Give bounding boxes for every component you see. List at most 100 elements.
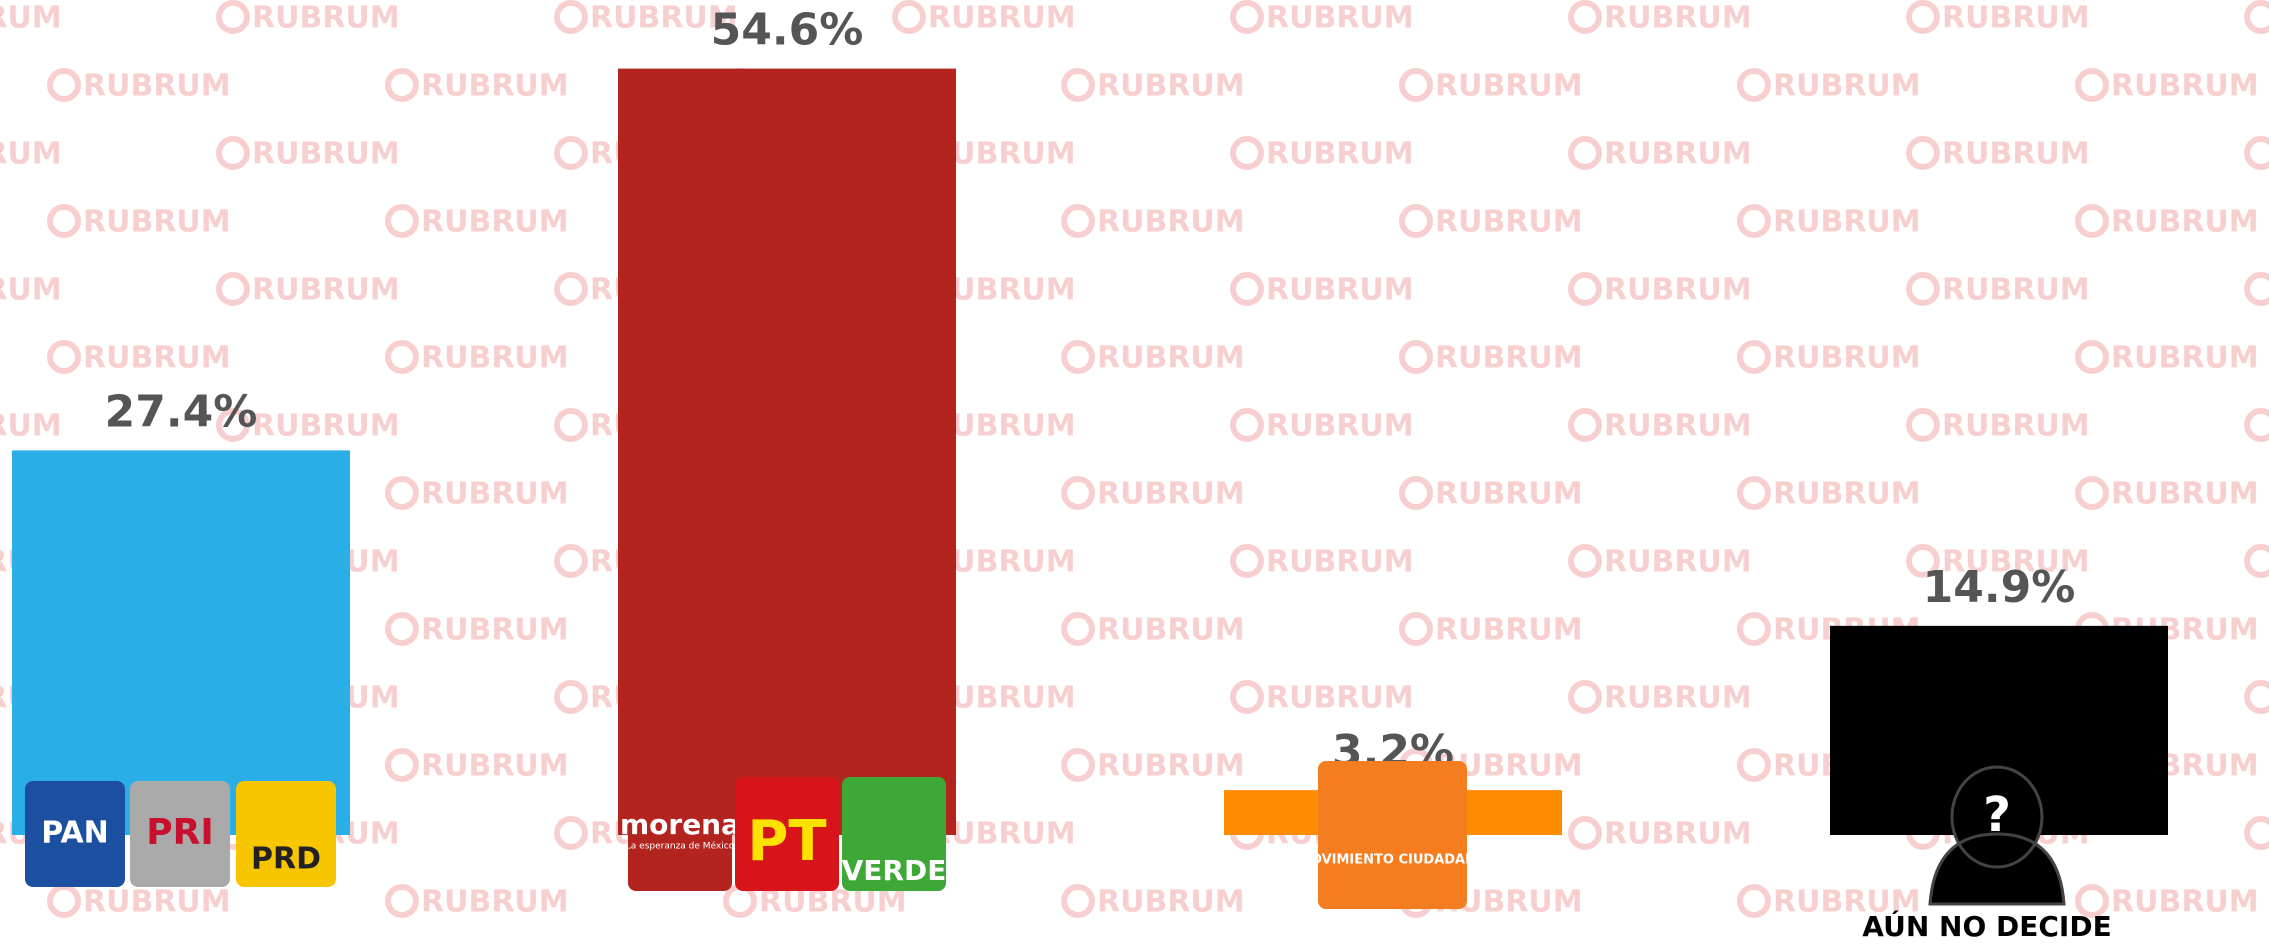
logo-box: [25, 781, 125, 887]
watermark: RUBRUM: [1942, 1, 2090, 36]
watermark-icon: [1568, 136, 1602, 170]
watermark: RUBRUM: [1435, 69, 1583, 104]
watermark: RUBRUM: [1097, 749, 1245, 784]
party-logo: PT: [735, 777, 839, 891]
watermark: RUBRUM: [0, 409, 62, 444]
party-logo: VERDE: [842, 777, 947, 891]
watermark-icon: [1399, 340, 1433, 374]
watermark-icon: [1230, 544, 1264, 578]
logo-box: [1318, 761, 1467, 909]
watermark: RUBRUM: [421, 69, 569, 104]
watermark: RUBRUM: [2111, 205, 2259, 240]
watermark: RUBRUM: [1942, 545, 2090, 580]
watermark-icon: [1061, 68, 1095, 102]
watermark-icon: [892, 0, 926, 34]
watermark: RUBRUM: [2111, 477, 2259, 512]
party-logo: PRD: [236, 781, 336, 887]
watermark: RUBRUM: [1942, 409, 2090, 444]
watermark: RUBRUM: [1266, 409, 1414, 444]
watermark-icon: [2244, 680, 2269, 714]
watermark-icon: [1399, 68, 1433, 102]
watermark-icon: [1737, 340, 1771, 374]
watermark: RUBRUM: [1773, 477, 1921, 512]
logo-box: [735, 777, 839, 891]
watermark-icon: [1230, 272, 1264, 306]
watermark-icon: [1737, 884, 1771, 918]
watermark-icon: [554, 136, 588, 170]
watermark-icon: [1061, 476, 1095, 510]
watermark: RUBRUM: [1773, 341, 1921, 376]
watermark: RUBRUM: [252, 409, 400, 444]
watermark-icon: [1906, 0, 1940, 34]
watermark-icon: [47, 204, 81, 238]
watermark-icon: [554, 680, 588, 714]
watermark: RUBRUM: [421, 341, 569, 376]
logo-text: MOVIMIENTO CIUDADANO: [1298, 853, 1487, 868]
watermark-icon: [554, 816, 588, 850]
watermark: RUBRUM: [83, 205, 231, 240]
logo-text: PRI: [146, 812, 214, 853]
watermark-icon: [1399, 204, 1433, 238]
watermark-icon: [1061, 204, 1095, 238]
watermark: RUBRUM: [1266, 545, 1414, 580]
watermark: RUBRUM: [421, 749, 569, 784]
value-label: 27.4%: [105, 386, 258, 437]
watermark-icon: [2244, 0, 2269, 34]
watermark: RUBRUM: [1266, 273, 1414, 308]
watermark-icon: [554, 272, 588, 306]
watermark-icon: [1568, 680, 1602, 714]
watermark-icon: [47, 68, 81, 102]
watermark: RUBRUM: [1435, 341, 1583, 376]
logo-box: [842, 777, 946, 891]
watermark-icon: [2244, 272, 2269, 306]
watermark: RUBRUM: [1942, 137, 2090, 172]
watermark-icon: [2075, 68, 2109, 102]
party-logo: morena: [620, 777, 740, 891]
watermark: RUBRUM: [1435, 613, 1583, 648]
watermark: RUBRUM: [2111, 341, 2259, 376]
watermark: RUBRUM: [1604, 545, 1752, 580]
watermark-icon: [216, 272, 250, 306]
bar: [618, 68, 956, 835]
party-logo: MOVIMIENTO CIUDADANO: [1298, 761, 1487, 909]
watermark-icon: [2075, 340, 2109, 374]
watermark-icon: [1568, 408, 1602, 442]
watermark: RUBRUM: [421, 477, 569, 512]
watermark-icon: [2075, 476, 2109, 510]
logo-tagline: La esperanza de México: [626, 841, 735, 852]
watermark-icon: [2244, 544, 2269, 578]
watermark-icon: [1737, 748, 1771, 782]
silhouette: [1928, 765, 2066, 906]
watermark-icon: [1568, 816, 1602, 850]
value-label: 14.9%: [1923, 562, 2076, 613]
watermark: RUBRUM: [1604, 681, 1752, 716]
watermark-icon: [47, 884, 81, 918]
watermark-icon: [2075, 204, 2109, 238]
watermark: RUBRUM: [0, 273, 62, 308]
watermark: RUBRUM: [421, 613, 569, 648]
watermark-icon: [1061, 748, 1095, 782]
logo-text: VERDE: [842, 854, 947, 887]
watermark-icon: [385, 612, 419, 646]
watermark-icon: [1568, 544, 1602, 578]
watermark-icon: [1737, 476, 1771, 510]
watermark-icon: [1230, 408, 1264, 442]
watermark-icon: [385, 68, 419, 102]
logo-text: PRD: [251, 842, 321, 877]
watermark: RUBRUM: [1097, 205, 1245, 240]
watermark: RUBRUM: [1942, 273, 2090, 308]
party-logo: PRI: [130, 781, 230, 887]
watermark: RUBRUM: [928, 1, 1076, 36]
watermark-icon: [1230, 0, 1264, 34]
watermark: RUBRUM: [1604, 273, 1752, 308]
watermark: RUBRUM: [1604, 1, 1752, 36]
watermark: RUBRUM: [1266, 1, 1414, 36]
watermark: RUBRUM: [2111, 885, 2259, 920]
watermark: RUBRUM: [1435, 205, 1583, 240]
watermark-icon: [385, 340, 419, 374]
watermark: RUBRUM: [1604, 409, 1752, 444]
watermark: RUBRUM: [1604, 817, 1752, 852]
watermark: RUBRUM: [1097, 885, 1245, 920]
